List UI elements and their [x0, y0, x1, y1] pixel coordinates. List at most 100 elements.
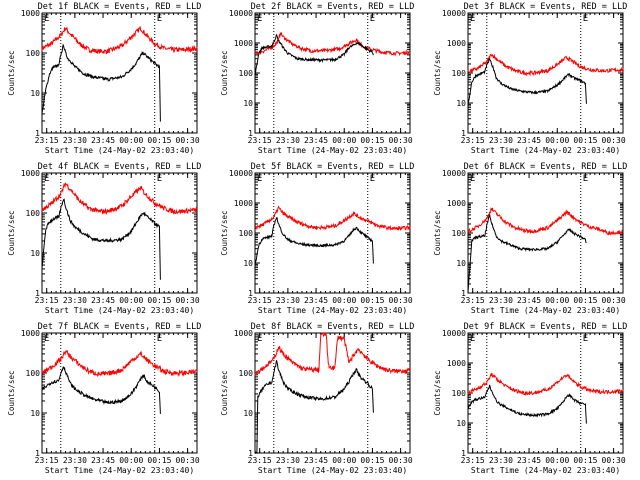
series-line-lld [254, 332, 411, 376]
chart-title: Det 7f BLACK = Events, RED = LLD [38, 322, 202, 332]
x-tick-label: 23:30 [489, 456, 513, 465]
x-tick-label: 00:15 [147, 136, 171, 145]
y-tick-label: 1000 [447, 39, 466, 48]
marker-label-left: E [257, 14, 262, 24]
marker-label-left: E [44, 334, 49, 344]
x-tick-label: 23:45 [517, 136, 541, 145]
detector-panel-7: Det 7f BLACK = Events, RED = LLD 1 10 100 10… [7, 322, 202, 475]
x-tick-label: 00:15 [147, 296, 171, 305]
plot-frame [467, 12, 624, 134]
plot-frame [254, 172, 411, 294]
series-line-lld [467, 207, 624, 236]
plot-frame [41, 12, 198, 134]
chart-title: Det 8f BLACK = Events, RED = LLD [251, 322, 415, 332]
y-tick-label: 100 [239, 369, 254, 378]
x-tick-label: 00:30 [176, 136, 200, 145]
y-tick-label: 1000 [234, 39, 253, 48]
x-tick-label: 00:00 [545, 136, 569, 145]
x-tick-label: 00:15 [360, 296, 384, 305]
y-axis-label: Counts/sec [7, 50, 16, 95]
x-tick-label: 23:30 [276, 296, 300, 305]
chart-title: Det 3f BLACK = Events, RED = LLD [464, 2, 628, 12]
y-tick-label: 10 [30, 89, 40, 98]
x-tick-label: 23:45 [304, 296, 328, 305]
y-tick-label: 1 [461, 289, 466, 298]
x-tick-label: 23:15 [248, 296, 272, 305]
y-tick-label: 10000 [229, 169, 253, 178]
y-tick-label: 10 [456, 99, 466, 108]
chart-title: Det 4f BLACK = Events, RED = LLD [38, 162, 202, 172]
x-tick-label: 00:00 [332, 136, 356, 145]
y-tick-label: 1 [35, 449, 40, 458]
y-tick-label: 10 [456, 419, 466, 428]
y-tick-label: 1 [248, 449, 253, 458]
detector-panel-9: Det 9f BLACK = Events, RED = LLD 1 10 100 10… [433, 322, 627, 475]
x-axis-label: Start Time (24-May-02 23:03:40) [45, 306, 194, 315]
y-tick-label: 10000 [442, 169, 466, 178]
y-tick-label: 10000 [229, 9, 253, 18]
y-tick-label: 100 [26, 209, 41, 218]
marker-label-left: E [257, 334, 262, 344]
y-tick-label: 100 [26, 369, 41, 378]
x-tick-label: 23:45 [91, 136, 115, 145]
y-axis-label: Counts/sec [220, 210, 229, 255]
plot-frame [254, 12, 411, 134]
x-tick-label: 23:30 [489, 296, 513, 305]
marker-label-left: E [44, 14, 49, 24]
x-tick-label: 00:00 [119, 296, 143, 305]
y-tick-label: 100 [452, 389, 467, 398]
chart-title: Det 2f BLACK = Events, RED = LLD [251, 2, 415, 12]
x-tick-label: 23:30 [276, 456, 300, 465]
y-tick-label: 1000 [447, 359, 466, 368]
detector-panel-4: Det 4f BLACK = Events, RED = LLD 1 10 100 10… [7, 162, 202, 315]
series-line-lld [467, 53, 624, 77]
y-tick-label: 1000 [234, 199, 253, 208]
y-tick-label: 100 [452, 229, 467, 238]
y-tick-label: 1 [461, 449, 466, 458]
series-line-events [254, 217, 374, 267]
y-tick-label: 10 [243, 409, 253, 418]
chart-title: Det 6f BLACK = Events, RED = LLD [464, 162, 628, 172]
x-tick-label: 23:15 [35, 136, 59, 145]
y-axis-label: Counts/sec [220, 50, 229, 95]
y-tick-label: 10 [243, 259, 253, 268]
y-tick-label: 1 [35, 129, 40, 138]
y-tick-label: 10000 [442, 9, 466, 18]
x-tick-label: 23:45 [91, 296, 115, 305]
series-line-lld [41, 26, 198, 55]
series-line-events [467, 214, 587, 293]
x-tick-label: 00:00 [545, 296, 569, 305]
series-line-events [254, 33, 374, 76]
series-line-lld [254, 32, 411, 57]
x-axis-label: Start Time (24-May-02 23:03:40) [258, 466, 407, 475]
x-tick-label: 00:15 [360, 456, 384, 465]
chart-title: Det 5f BLACK = Events, RED = LLD [251, 162, 415, 172]
x-axis-label: Start Time (24-May-02 23:03:40) [471, 306, 620, 315]
series-line-lld [467, 372, 624, 397]
x-tick-label: 23:45 [517, 456, 541, 465]
plot-frame [254, 332, 411, 454]
x-tick-label: 23:15 [35, 296, 59, 305]
x-tick-label: 23:30 [276, 136, 300, 145]
y-tick-label: 10000 [442, 329, 466, 338]
x-tick-label: 23:15 [248, 136, 272, 145]
y-tick-label: 100 [239, 229, 254, 238]
x-tick-label: 00:30 [389, 456, 413, 465]
marker-label-right: E [583, 14, 588, 24]
y-tick-label: 100 [452, 69, 467, 78]
x-tick-label: 23:45 [517, 296, 541, 305]
y-axis-label: Counts/sec [433, 210, 442, 255]
y-tick-label: 1 [248, 129, 253, 138]
y-tick-label: 1 [248, 289, 253, 298]
y-tick-label: 100 [239, 69, 254, 78]
marker-label-right: E [370, 174, 375, 184]
x-axis-label: Start Time (24-May-02 23:03:40) [45, 466, 194, 475]
marker-label-right: E [370, 14, 375, 24]
series-line-events [467, 384, 587, 424]
detector-panel-2: Det 2f BLACK = Events, RED = LLD 1 10 100 10… [220, 2, 415, 155]
y-tick-label: 10 [30, 249, 40, 258]
x-tick-label: 23:15 [461, 136, 485, 145]
marker-label-right: E [370, 334, 375, 344]
y-tick-label: 1000 [21, 9, 40, 18]
